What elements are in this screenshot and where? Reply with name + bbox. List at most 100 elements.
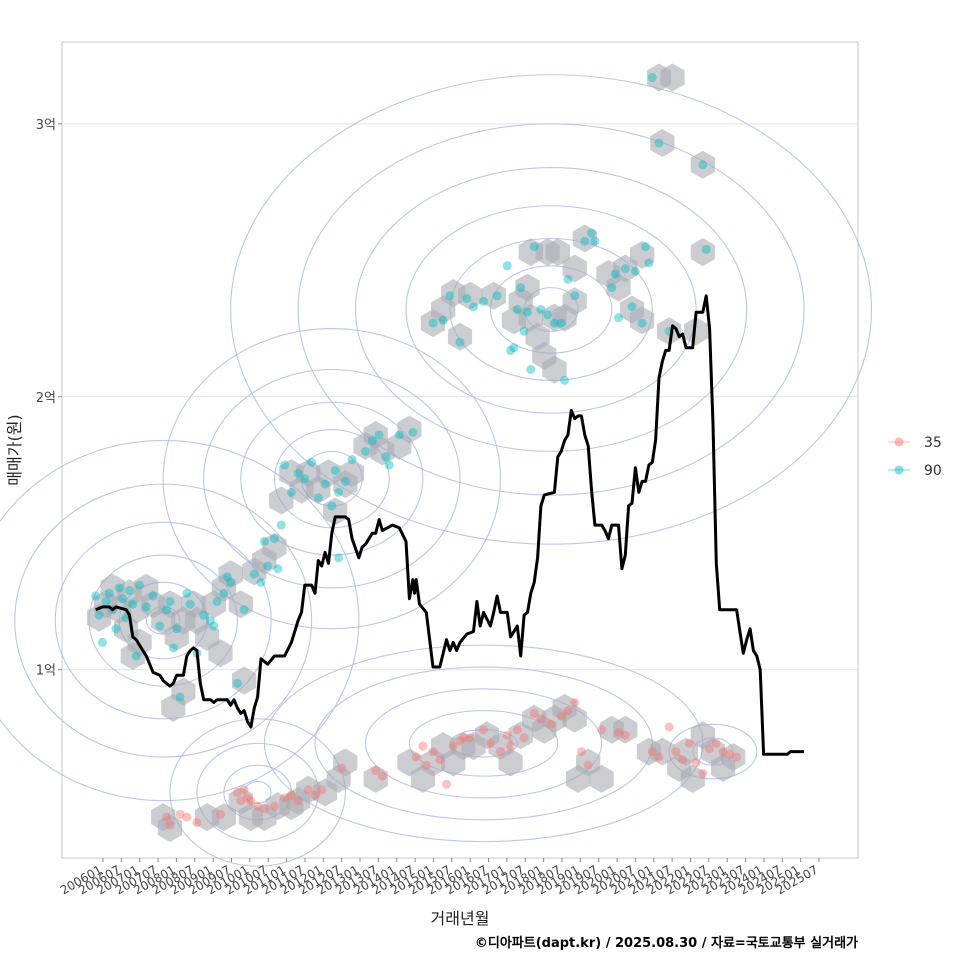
density-contour-layer [0, 74, 873, 867]
density-contour [0, 439, 360, 802]
data-point-35 [654, 752, 664, 762]
data-point-35 [698, 768, 708, 778]
y-tick-label: 1억 [36, 664, 56, 679]
data-point-90 [162, 605, 172, 615]
data-point-35 [671, 747, 681, 757]
data-point-90 [529, 242, 539, 252]
data-point-90 [580, 236, 590, 246]
data-point-35 [684, 738, 694, 748]
data-point-90 [141, 602, 151, 612]
data-point-90 [512, 304, 522, 314]
data-point-35 [506, 741, 516, 751]
data-point-90 [124, 586, 134, 596]
x-axis-ticks: 2006012006072007012007072008012008072009… [58, 858, 821, 898]
hexbin-cell [562, 254, 587, 283]
data-point-35 [664, 722, 674, 732]
data-point-90 [118, 594, 128, 604]
data-point-90 [522, 307, 532, 317]
data-point-90 [131, 651, 141, 661]
data-point-90 [293, 468, 303, 478]
hexbin-cell [690, 238, 715, 267]
data-point-90 [172, 624, 182, 634]
data-point-90 [94, 610, 104, 620]
data-point-35 [570, 697, 580, 707]
data-point-90 [320, 479, 330, 489]
data-point-35 [182, 812, 192, 822]
data-point-90 [701, 244, 711, 254]
data-point-90 [455, 337, 465, 347]
data-point-35 [512, 725, 522, 735]
data-point-90 [698, 160, 708, 170]
data-point-90 [438, 315, 448, 325]
data-point-90 [641, 242, 651, 252]
legend: 35 90 [888, 435, 942, 479]
data-point-35 [310, 790, 320, 800]
credit-text: ©디아파트(dapt.kr) / 2025.08.30 / 자료=국토교통부 실… [475, 935, 858, 951]
hexbin-cell [218, 560, 243, 589]
data-point-35 [502, 730, 512, 740]
data-point-35 [576, 747, 586, 757]
hexbin-cell [684, 317, 709, 346]
y-tick-label: 2억 [36, 391, 56, 406]
data-point-90 [249, 569, 259, 579]
hexbin-cell [211, 803, 236, 832]
density-contour [365, 688, 603, 799]
data-point-90 [563, 274, 573, 284]
data-point-90 [428, 318, 438, 328]
hexbin-cell [545, 238, 570, 267]
density-contour [408, 710, 559, 777]
data-point-35 [647, 747, 657, 757]
data-point-90 [168, 643, 178, 653]
data-point-90 [361, 446, 371, 456]
data-point-90 [232, 678, 242, 688]
hexbin-cell [397, 415, 422, 444]
data-point-90 [280, 460, 290, 470]
data-point-90 [607, 283, 617, 293]
data-point-90 [155, 621, 165, 631]
data-point-90 [269, 534, 279, 544]
density-contour [203, 368, 461, 589]
data-point-90 [263, 561, 273, 571]
data-point-35 [536, 714, 546, 724]
data-point-35 [243, 793, 253, 803]
data-point-90 [182, 588, 192, 598]
data-point-35 [442, 779, 452, 789]
hexbin-cell [447, 322, 473, 351]
data-point-90 [313, 493, 323, 503]
data-point-90 [175, 692, 185, 702]
data-point-35 [239, 785, 249, 795]
data-point-90 [445, 291, 455, 301]
data-point-35 [691, 757, 701, 767]
data-point-35 [455, 736, 465, 746]
data-point-90 [205, 616, 215, 626]
hexbin-cell [333, 748, 358, 777]
hexbin-cell [208, 639, 233, 668]
hexbin-cell [565, 764, 591, 793]
data-point-90 [330, 465, 340, 475]
data-point-90 [516, 283, 526, 293]
data-point-35 [280, 793, 290, 803]
data-point-90 [654, 138, 664, 148]
density-contour [169, 718, 346, 867]
legend-item-35: 35 [888, 435, 942, 451]
data-point-35 [165, 820, 175, 830]
data-point-90 [286, 487, 296, 497]
data-point-35 [614, 727, 624, 737]
hexbin-cell [650, 737, 675, 766]
hexbin-cell [339, 459, 365, 488]
data-point-35 [620, 730, 630, 740]
data-point-35 [293, 796, 303, 806]
data-point-35 [465, 733, 475, 743]
data-point-35 [563, 706, 573, 716]
data-point-35 [377, 771, 387, 781]
hexbin-cell [458, 281, 483, 310]
density-contour [405, 205, 697, 414]
hexbin-cell [630, 306, 655, 335]
grid-layer [62, 123, 858, 671]
data-point-90 [637, 318, 647, 328]
data-point-90 [570, 291, 580, 301]
hexbin-cell [498, 748, 523, 777]
data-point-90 [506, 345, 516, 355]
data-point-35 [583, 760, 593, 770]
